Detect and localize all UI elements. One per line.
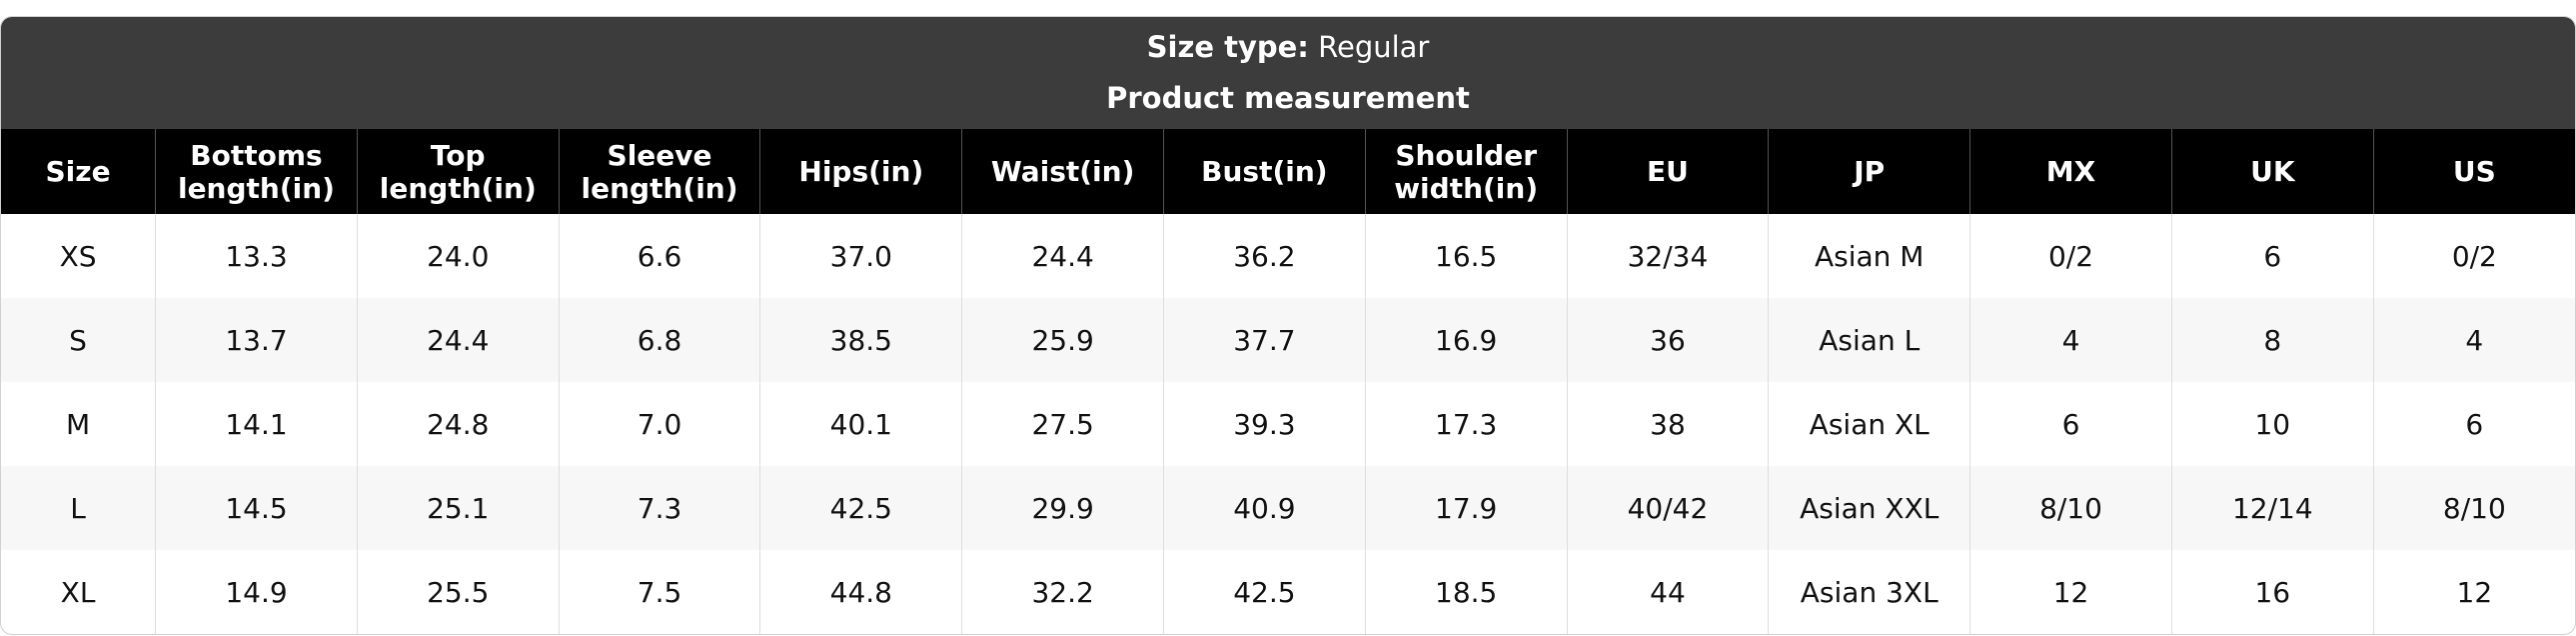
table-cell: XL	[60, 575, 96, 609]
table-cell: 25.5	[356, 550, 560, 634]
table-cell: 13.3	[155, 214, 358, 298]
table-cell: 37.7	[1163, 298, 1366, 382]
table-cell: 38	[1566, 382, 1769, 466]
table-cell: 44	[1566, 550, 1769, 634]
table-cell: 6	[2372, 382, 2575, 466]
column-header: Top length(in)	[356, 129, 560, 214]
table-cell: 10	[2170, 382, 2374, 466]
size-type-value: Regular	[1318, 30, 1430, 64]
table-cell: 29.9	[961, 466, 1164, 550]
table-cell: 44.8	[759, 550, 962, 634]
table-row: XL 14.9 25.5 7.5 44.8 32.2 42.5 18.5 44 Asian 3XL…	[1, 550, 2575, 634]
table-cell: 18.5	[1364, 550, 1568, 634]
table-cell: Asian 3XL	[1768, 550, 1970, 634]
table-cell: 36	[1566, 298, 1769, 382]
table-cell: 16.9	[1364, 298, 1568, 382]
measurement-table: Size Bottoms length(in) Top length(in) Slee…	[1, 129, 2575, 634]
table-cell: 6	[2170, 214, 2374, 298]
table-cell: 6.6	[558, 214, 760, 298]
table-cell: 40/42	[1566, 466, 1769, 550]
table-cell: 25.9	[961, 298, 1164, 382]
column-header: EU	[1566, 129, 1769, 214]
table-cell: 7.5	[558, 550, 760, 634]
table-cell: 7.3	[558, 466, 760, 550]
table-cell: 42.5	[759, 466, 962, 550]
table-cell: 32.2	[961, 550, 1164, 634]
table-cell: 14.9	[155, 550, 358, 634]
table-cell: 6.8	[558, 298, 760, 382]
table-cell: 24.4	[961, 214, 1164, 298]
table-cell: 7.0	[558, 382, 760, 466]
table-cell: 17.3	[1364, 382, 1568, 466]
column-header: Hips(in)	[759, 129, 962, 214]
table-cell: 24.8	[356, 382, 560, 466]
table-cell: Asian M	[1768, 214, 1970, 298]
table-cell: 16	[2170, 550, 2374, 634]
table-cell: 12	[2372, 550, 2575, 634]
column-header: Waist(in)	[961, 129, 1164, 214]
table-cell: 8/10	[2372, 466, 2575, 550]
table-cell: 0/2	[1969, 214, 2172, 298]
table-cell: 16.5	[1364, 214, 1568, 298]
column-header: MX	[1969, 129, 2172, 214]
table-cell: 13.7	[155, 298, 358, 382]
table-cell: 4	[1969, 298, 2172, 382]
table-cell: 12	[1969, 550, 2172, 634]
table-cell: 42.5	[1163, 550, 1366, 634]
table-cell: 8	[2170, 298, 2374, 382]
table-cell: S	[1, 298, 156, 382]
subtitle: Product measurement	[1106, 81, 1470, 115]
column-header: UK	[2170, 129, 2374, 214]
column-header: Size	[1, 129, 156, 214]
table-cell: 37.0	[759, 214, 962, 298]
table-row: XS 13.3 24.0 6.6 37.0 24.4 36.2 16.5 32/34 Asian …	[1, 214, 2575, 298]
table-cell: 24.0	[356, 214, 560, 298]
size-type-label: Size type:	[1146, 30, 1309, 64]
table-cell: 14.1	[155, 382, 358, 466]
table-cell: 36.2	[1163, 214, 1366, 298]
size-chart: Size type: Regular Product measurement S…	[0, 16, 2576, 635]
table-cell: 40.9	[1163, 466, 1366, 550]
table-cell: 0/2	[2372, 214, 2575, 298]
table-cell: XS	[59, 239, 97, 273]
table-cell: Asian L	[1768, 298, 1970, 382]
table-row: M 14.1 24.8 7.0 40.1 27.5 39.3 17.3 38 Asian XL 6 1…	[1, 382, 2575, 466]
column-header: JP	[1768, 129, 1970, 214]
table-cell: 38.5	[759, 298, 962, 382]
size-type: Size type: Regular	[1, 17, 2575, 73]
column-header: US	[2372, 129, 2575, 214]
table-cell: 24.4	[356, 298, 560, 382]
table-cell: Asian XXL	[1768, 466, 1970, 550]
table-cell: 4	[2372, 298, 2575, 382]
table-cell: 25.1	[356, 466, 560, 550]
table-cell: L	[1, 466, 156, 550]
table-cell: 40.1	[759, 382, 962, 466]
table-cell: 14.5	[155, 466, 358, 550]
column-header: Shoulder width(in)	[1364, 129, 1568, 214]
table-cell: M	[65, 407, 91, 441]
table-cell: 8/10	[1969, 466, 2172, 550]
table-header: Size type: Regular Product measurement	[1, 17, 2575, 129]
table-cell: 39.3	[1163, 382, 1366, 466]
table-cell: 32/34	[1566, 214, 1769, 298]
column-header: Sleeve length(in)	[558, 129, 760, 214]
table-row: L 14.5 25.1 7.3 42.5 29.9 40.9 17.9 40/42 Asian X…	[1, 466, 2575, 550]
table-cell: 17.9	[1364, 466, 1568, 550]
table-cell: 12/14	[2170, 466, 2374, 550]
column-header: Bust(in)	[1163, 129, 1366, 214]
table-cell: Asian XL	[1768, 382, 1970, 466]
column-header: Bottoms length(in)	[155, 129, 358, 214]
table-cell: 6	[1969, 382, 2172, 466]
table-cell: 27.5	[961, 382, 1164, 466]
header-row: Size Bottoms length(in) Top length(in) Slee…	[1, 129, 2575, 214]
